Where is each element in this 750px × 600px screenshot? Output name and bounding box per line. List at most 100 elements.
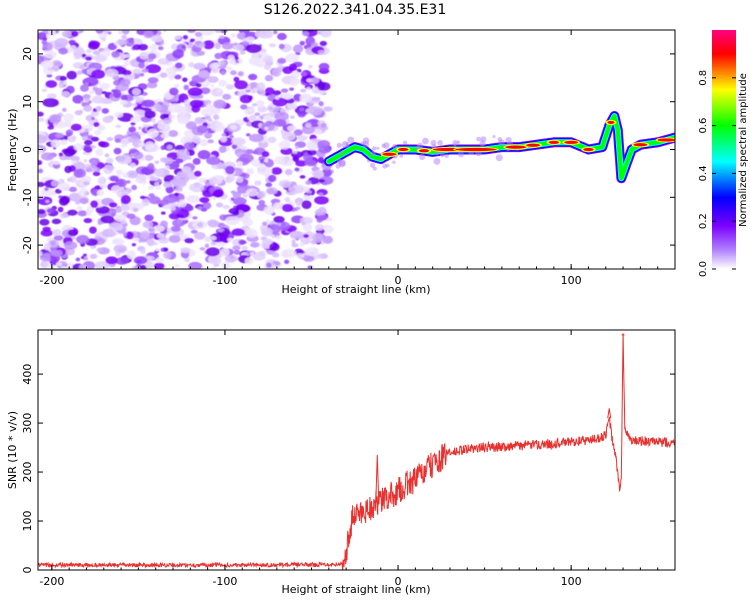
noise-blob: [108, 31, 112, 35]
noise-blob: [74, 110, 83, 116]
noise-blob: [44, 50, 57, 59]
noise-blob: [204, 243, 210, 249]
noise-blob: [175, 62, 183, 69]
noise-blob: [214, 52, 223, 60]
noise-blob: [299, 175, 306, 179]
snr-x-label: Height of straight line (km): [281, 583, 430, 596]
noise-blob: [261, 121, 276, 132]
ridge-halo: [338, 160, 346, 168]
noise-blob: [126, 231, 134, 239]
noise-blob: [174, 186, 183, 192]
noise-blob: [177, 100, 181, 104]
noise-blob: [163, 117, 172, 125]
noise-blob: [132, 265, 141, 269]
noise-blob: [138, 62, 146, 69]
noise-blob: [258, 30, 273, 39]
noise-blob: [193, 232, 206, 240]
noise-blob: [292, 150, 298, 154]
noise-blob: [147, 77, 159, 84]
noise-blob: [245, 188, 259, 197]
noise-blob: [221, 42, 234, 50]
noise-blob: [317, 140, 331, 149]
noise-blob: [177, 218, 183, 224]
noise-blob: [67, 209, 78, 216]
noise-blob: [282, 66, 294, 74]
noise-blob: [79, 64, 86, 70]
noise-blob: [130, 116, 141, 123]
noise-blob: [207, 219, 220, 228]
noise-blob: [117, 39, 128, 46]
noise-blob: [280, 88, 289, 93]
noise-blob: [316, 254, 323, 259]
noise-blob: [102, 116, 113, 124]
noise-blob: [101, 108, 109, 114]
noise-blob: [227, 237, 232, 242]
noise-blob: [255, 116, 262, 122]
noise-blob: [90, 200, 99, 208]
noise-blob: [173, 174, 190, 184]
noise-blob: [297, 109, 307, 118]
snr-x-tick-label: -100: [212, 575, 237, 588]
noise-blob: [273, 30, 278, 35]
noise-blob: [246, 168, 255, 175]
ridge-hotspot: [398, 147, 409, 152]
snr-series: [38, 333, 675, 570]
noise-blob: [192, 158, 201, 165]
noise-blob: [106, 137, 114, 142]
noise-blob: [255, 100, 265, 108]
noise-blob: [195, 83, 202, 88]
noise-blob: [53, 235, 64, 241]
noise-blob: [144, 109, 156, 119]
noise-region: [38, 30, 334, 269]
noise-blob: [201, 201, 212, 210]
noise-blob: [131, 243, 137, 247]
noise-blob: [165, 186, 174, 194]
noise-blob: [158, 237, 170, 244]
noise-blob: [89, 226, 97, 234]
noise-blob: [51, 218, 62, 225]
noise-blob: [46, 207, 57, 214]
noise-blob: [239, 153, 254, 163]
noise-blob: [227, 54, 235, 61]
noise-blob: [59, 75, 67, 81]
noise-blob: [85, 48, 93, 54]
ridge-halo: [476, 136, 481, 142]
ridge-halo: [399, 153, 404, 158]
noise-blob: [112, 90, 122, 99]
noise-blob: [88, 40, 101, 48]
noise-blob: [122, 172, 129, 178]
noise-blob: [295, 145, 299, 150]
noise-blob: [265, 187, 278, 195]
noise-blob: [214, 30, 222, 33]
noise-blob: [245, 36, 255, 42]
noise-blob: [283, 155, 291, 162]
noise-blob: [38, 32, 47, 40]
noise-blob: [78, 187, 89, 197]
noise-blob: [272, 202, 284, 211]
noise-blob: [299, 242, 305, 247]
snr-y-tick-label: 0: [21, 567, 34, 574]
noise-blob: [244, 146, 248, 150]
noise-blob: [229, 70, 237, 76]
ridge-halo: [362, 137, 370, 144]
noise-blob: [306, 87, 311, 91]
noise-blob: [86, 206, 95, 213]
noise-blob: [129, 131, 141, 140]
noise-blob: [237, 71, 244, 77]
noise-blob: [272, 252, 280, 258]
noise-blob: [64, 165, 72, 174]
noise-blob: [210, 84, 215, 88]
noise-blob: [42, 137, 48, 141]
noise-blob: [156, 74, 161, 78]
ridge-halo: [370, 151, 376, 157]
noise-blob: [245, 43, 262, 54]
noise-blob: [278, 179, 292, 188]
noise-blob: [295, 201, 302, 207]
noise-blob: [289, 87, 295, 91]
noise-blob: [145, 61, 150, 65]
noise-blob: [121, 34, 127, 40]
noise-blob: [115, 207, 122, 213]
noise-blob: [317, 82, 331, 91]
snr-peak: [375, 454, 380, 504]
